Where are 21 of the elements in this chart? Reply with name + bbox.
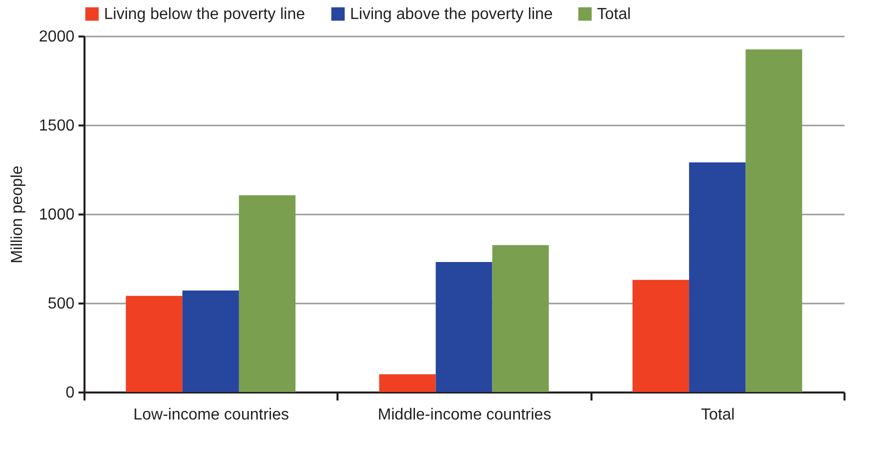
bar — [689, 162, 746, 392]
bar — [632, 280, 690, 392]
bar — [746, 49, 802, 392]
x-tick-label: Low-income countries — [133, 406, 289, 424]
bar — [238, 195, 296, 392]
legend-label: Total — [597, 6, 631, 23]
bar — [436, 262, 492, 392]
y-axis-title: Million people — [8, 165, 26, 264]
bar — [492, 245, 549, 392]
x-tick-label: Total — [700, 406, 735, 424]
y-tick-label: 0 — [66, 384, 75, 402]
y-tick-label: 1500 — [38, 118, 75, 134]
legend-label: Living above the poverty line — [350, 6, 553, 23]
x-tick-label: Middle-income countries — [378, 406, 552, 424]
legend-label: Living below the poverty line — [104, 6, 306, 23]
bar — [379, 374, 436, 392]
y-tick-label: 1000 — [38, 206, 75, 224]
y-tick-label: 500 — [48, 296, 75, 312]
y-tick-label: 2000 — [38, 28, 75, 46]
bar — [126, 296, 182, 392]
bar — [182, 290, 239, 392]
